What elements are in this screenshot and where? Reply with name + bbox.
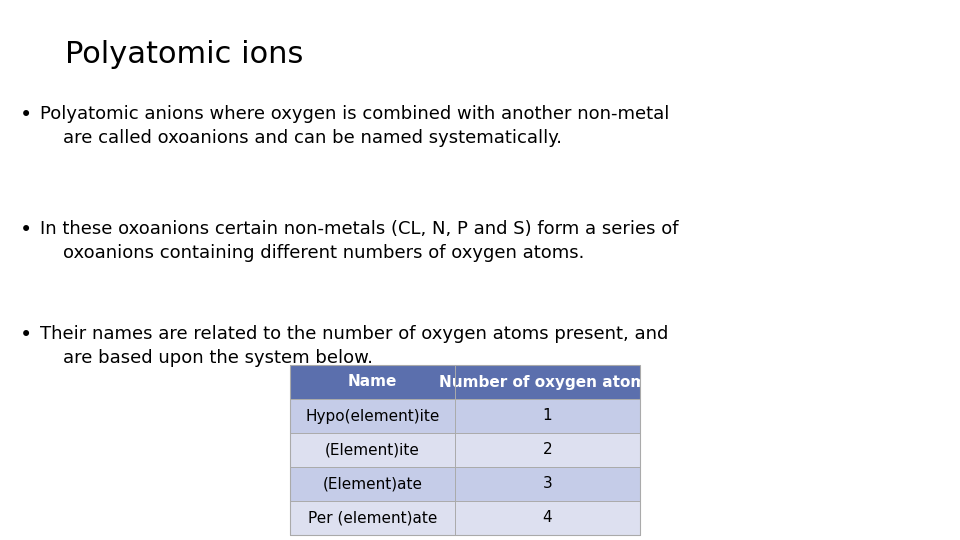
Text: In these oxoanions certain non-metals (CL, N, P and S) form a series of
    oxoa: In these oxoanions certain non-metals (C… [40,220,679,262]
Text: Polyatomic ions: Polyatomic ions [65,40,303,69]
Text: Hypo(element)ite: Hypo(element)ite [305,408,440,423]
Text: Number of oxygen atoms: Number of oxygen atoms [440,375,656,389]
Text: 1: 1 [542,408,552,423]
Bar [455,501,640,535]
Text: (Element)ite: (Element)ite [325,442,420,457]
Text: Name: Name [348,375,397,389]
Bar [455,433,640,467]
Bar [290,467,455,501]
Text: Per (element)ate: Per (element)ate [308,510,437,525]
Bar [290,399,455,433]
Bar [290,365,640,535]
Text: 4: 4 [542,510,552,525]
Bar [290,433,455,467]
Text: 2: 2 [542,442,552,457]
Text: (Element)ate: (Element)ate [323,476,422,491]
Text: Their names are related to the number of oxygen atoms present, and
    are based: Their names are related to the number of… [40,325,668,367]
Bar [290,501,455,535]
Text: Polyatomic anions where oxygen is combined with another non-metal
    are called: Polyatomic anions where oxygen is combin… [40,105,669,147]
Bar [455,365,640,399]
Bar [455,399,640,433]
Bar [455,467,640,501]
Bar [290,365,455,399]
Text: •: • [20,325,33,345]
Text: •: • [20,105,33,125]
Text: •: • [20,220,33,240]
Text: 3: 3 [542,476,552,491]
